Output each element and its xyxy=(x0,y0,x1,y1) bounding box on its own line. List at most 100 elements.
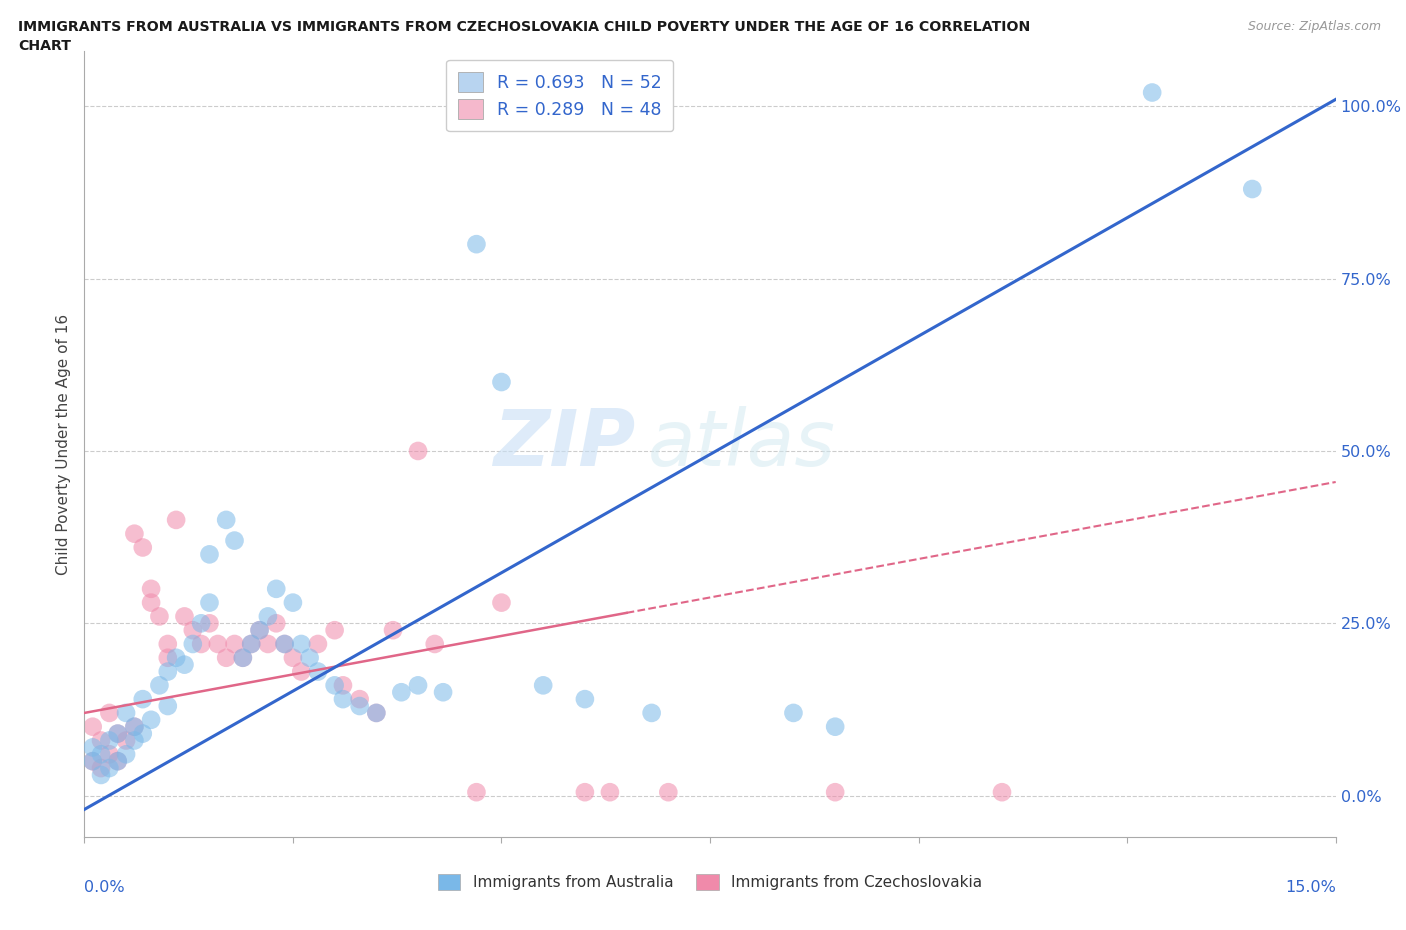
Point xyxy=(124,719,146,734)
Point xyxy=(264,581,287,596)
Point xyxy=(332,692,354,707)
Point xyxy=(124,733,146,748)
Point xyxy=(1140,85,1163,100)
Point xyxy=(423,636,446,651)
Point xyxy=(90,747,112,762)
Point xyxy=(82,753,104,768)
Text: 15.0%: 15.0% xyxy=(1285,880,1336,896)
Point xyxy=(198,595,221,610)
Point xyxy=(574,785,596,800)
Point xyxy=(98,733,121,748)
Y-axis label: Child Poverty Under the Age of 16: Child Poverty Under the Age of 16 xyxy=(56,313,72,575)
Point xyxy=(824,785,846,800)
Point xyxy=(82,740,104,755)
Point xyxy=(98,747,121,762)
Point xyxy=(599,785,621,800)
Point xyxy=(190,636,212,651)
Point xyxy=(132,540,155,555)
Point xyxy=(215,512,238,527)
Point xyxy=(332,678,354,693)
Point xyxy=(232,650,254,665)
Point xyxy=(124,526,146,541)
Point xyxy=(782,706,804,721)
Point xyxy=(173,658,195,672)
Point xyxy=(249,623,271,638)
Point xyxy=(240,636,263,651)
Point xyxy=(323,623,346,638)
Point xyxy=(82,719,104,734)
Text: 0.0%: 0.0% xyxy=(84,880,125,896)
Point xyxy=(531,678,554,693)
Point xyxy=(215,650,238,665)
Point xyxy=(115,747,138,762)
Point xyxy=(181,623,204,638)
Point xyxy=(107,753,129,768)
Point xyxy=(156,636,179,651)
Point xyxy=(148,678,170,693)
Point xyxy=(574,692,596,707)
Point xyxy=(190,616,212,631)
Point xyxy=(307,664,329,679)
Point xyxy=(115,706,138,721)
Point xyxy=(207,636,229,651)
Point xyxy=(224,636,246,651)
Point xyxy=(124,719,146,734)
Point xyxy=(173,609,195,624)
Point xyxy=(491,595,513,610)
Point xyxy=(115,733,138,748)
Point xyxy=(465,237,488,252)
Point xyxy=(465,785,488,800)
Point xyxy=(382,623,405,638)
Point xyxy=(156,698,179,713)
Point xyxy=(165,650,187,665)
Point xyxy=(257,636,280,651)
Text: ZIP: ZIP xyxy=(492,406,636,482)
Point xyxy=(366,706,388,721)
Text: atlas: atlas xyxy=(648,406,835,482)
Point xyxy=(181,636,204,651)
Point xyxy=(98,706,121,721)
Point xyxy=(232,650,254,665)
Point xyxy=(139,595,162,610)
Point xyxy=(90,767,112,782)
Point xyxy=(389,684,412,699)
Point xyxy=(82,753,104,768)
Legend: Immigrants from Australia, Immigrants from Czechoslovakia: Immigrants from Australia, Immigrants fr… xyxy=(432,868,988,897)
Point xyxy=(132,726,155,741)
Point xyxy=(240,636,263,651)
Point xyxy=(107,726,129,741)
Point xyxy=(198,547,221,562)
Point xyxy=(640,706,662,721)
Point xyxy=(132,692,155,707)
Point xyxy=(349,692,371,707)
Point xyxy=(290,664,312,679)
Point xyxy=(657,785,679,800)
Point xyxy=(148,609,170,624)
Point xyxy=(281,595,304,610)
Point xyxy=(406,444,429,458)
Point xyxy=(307,636,329,651)
Point xyxy=(257,609,280,624)
Point xyxy=(991,785,1014,800)
Point xyxy=(281,650,304,665)
Point xyxy=(432,684,454,699)
Point xyxy=(90,733,112,748)
Point xyxy=(249,623,271,638)
Point xyxy=(224,533,246,548)
Point xyxy=(406,678,429,693)
Point xyxy=(298,650,321,665)
Point xyxy=(491,375,513,390)
Text: Source: ZipAtlas.com: Source: ZipAtlas.com xyxy=(1247,20,1381,33)
Point xyxy=(273,636,295,651)
Point xyxy=(1241,181,1264,196)
Point xyxy=(165,512,187,527)
Point xyxy=(290,636,312,651)
Point xyxy=(98,761,121,776)
Point xyxy=(90,761,112,776)
Point xyxy=(264,616,287,631)
Text: CHART: CHART xyxy=(18,39,72,53)
Point xyxy=(273,636,295,651)
Point xyxy=(107,726,129,741)
Point xyxy=(107,753,129,768)
Point xyxy=(198,616,221,631)
